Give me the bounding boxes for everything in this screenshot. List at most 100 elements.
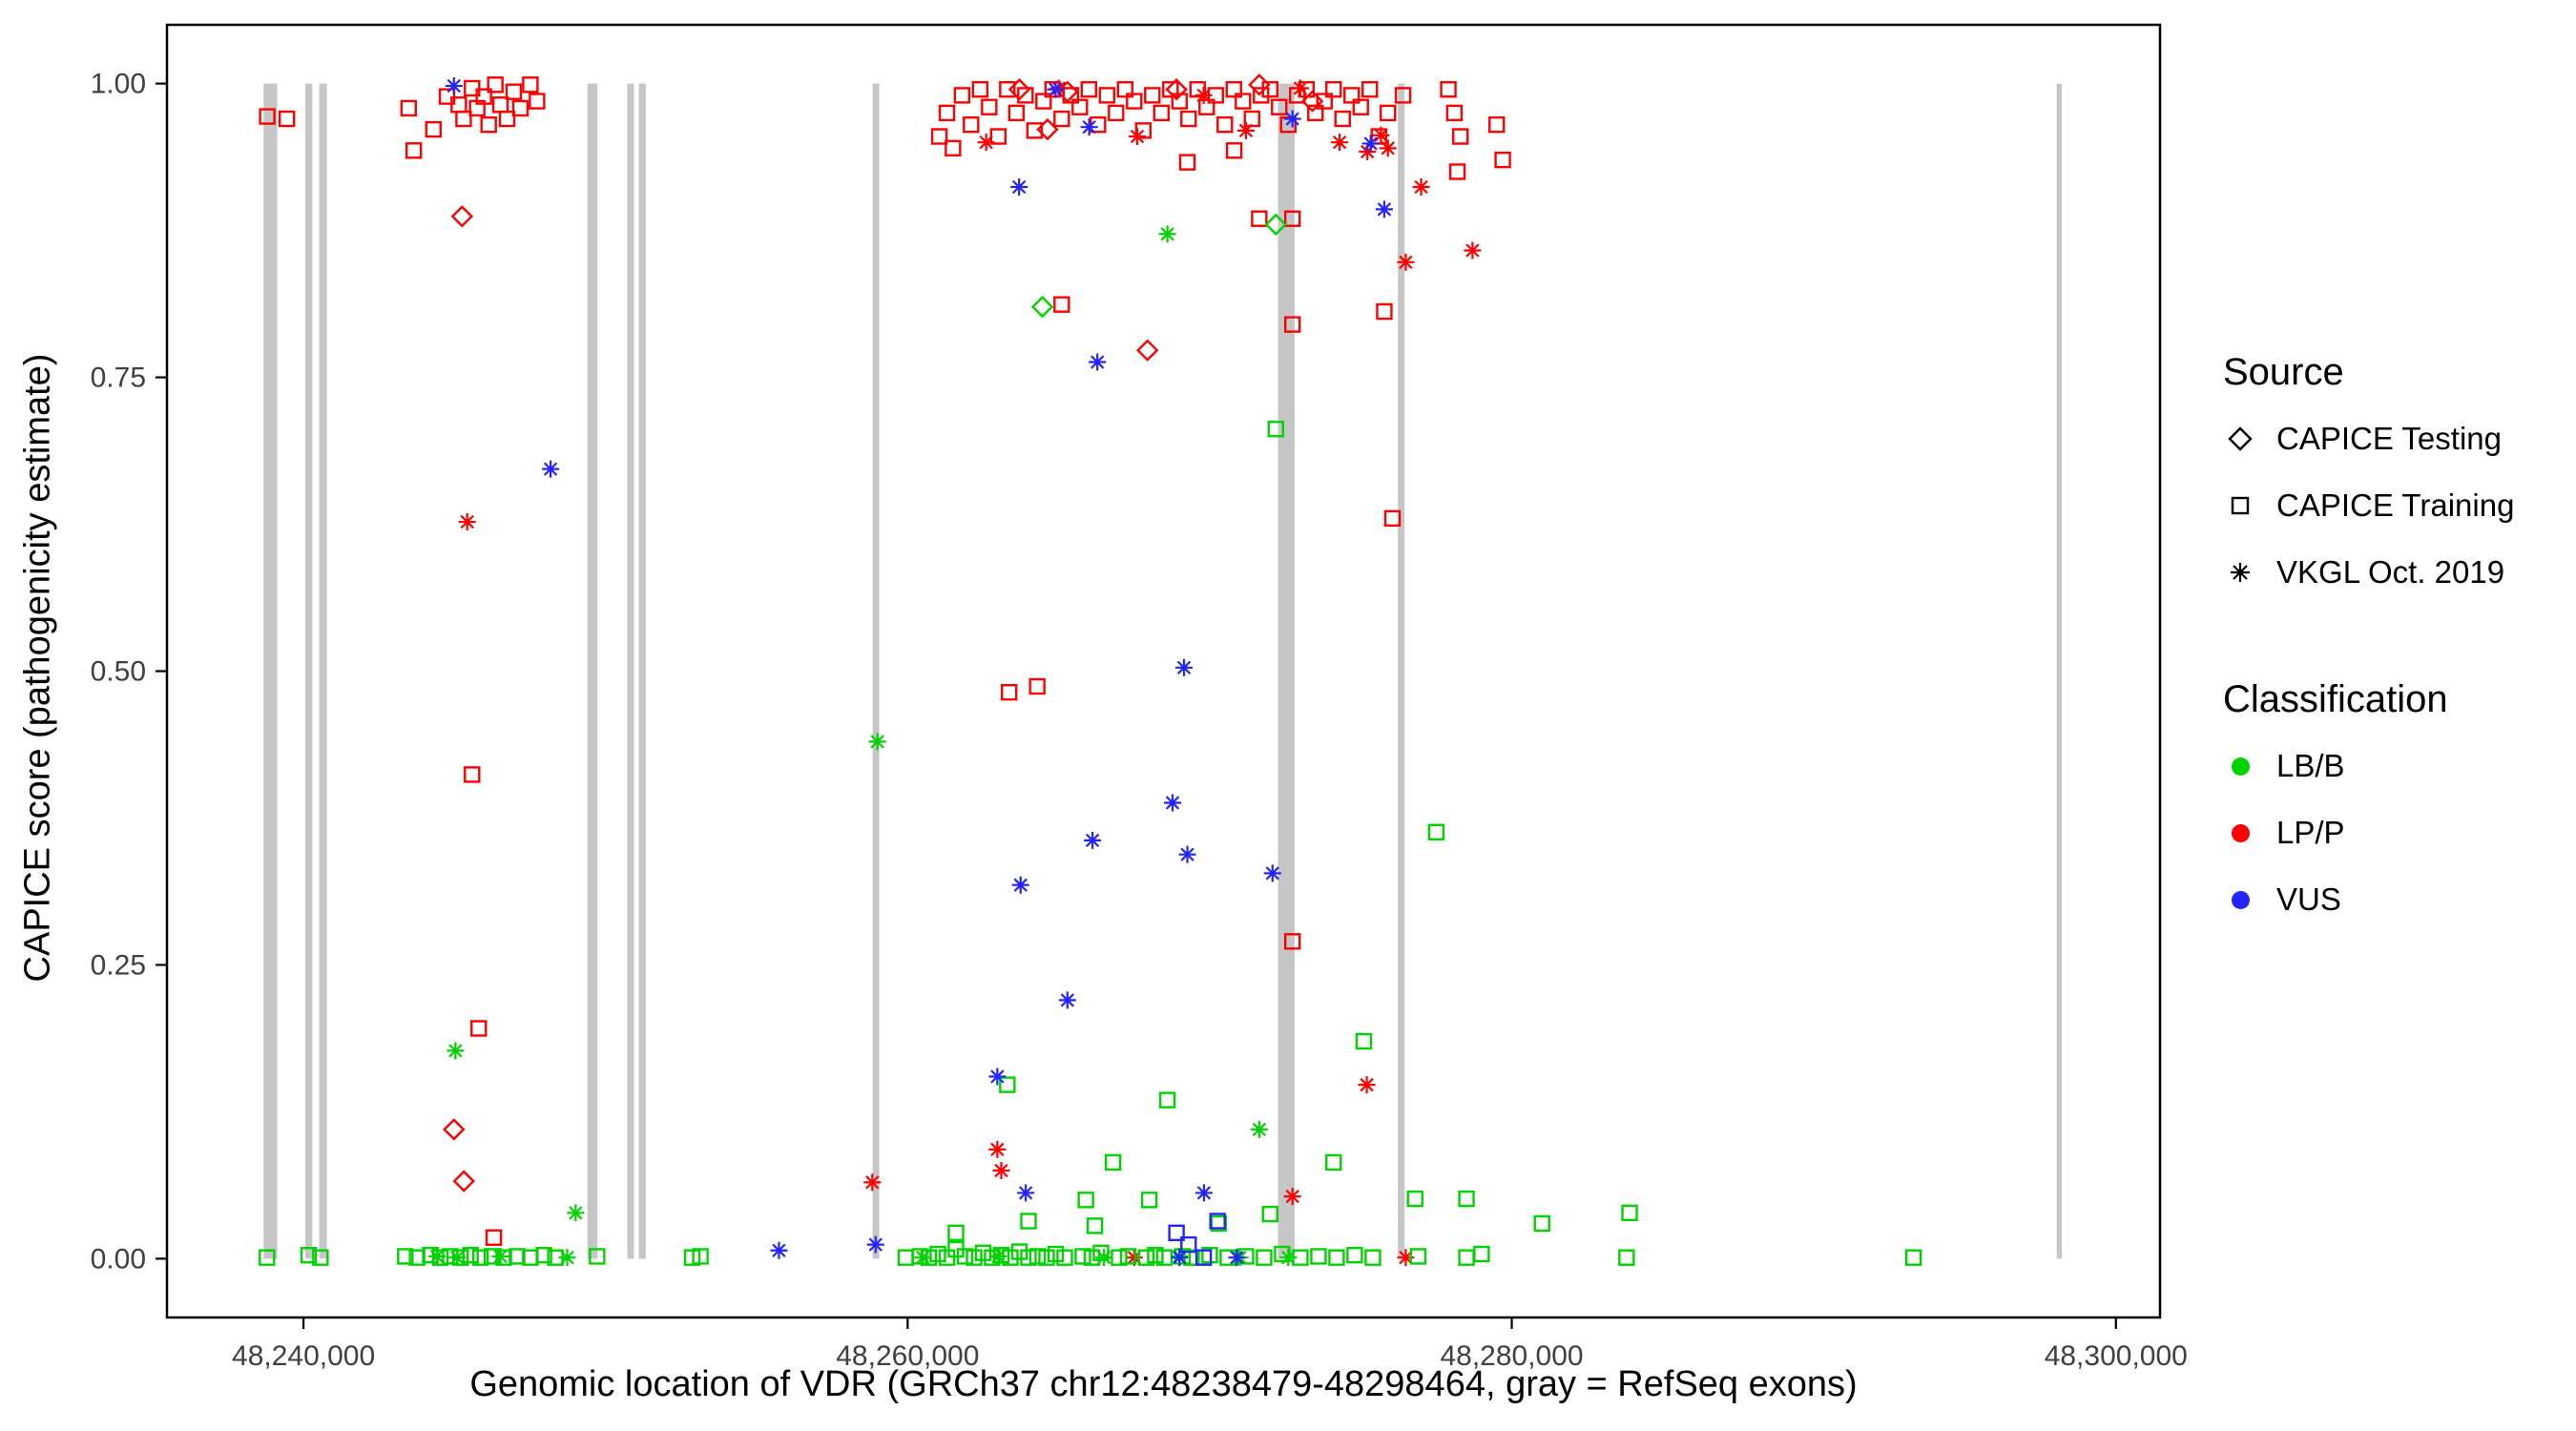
x-tick-label: 48,240,000 — [232, 1340, 375, 1372]
data-point — [963, 116, 980, 134]
data-point — [1008, 78, 1031, 101]
data-point — [1017, 1184, 1035, 1202]
exon-bar — [1278, 83, 1295, 1259]
data-point — [1195, 1249, 1213, 1266]
x-tick-label: 48,260,000 — [836, 1340, 979, 1372]
data-point — [1283, 110, 1301, 128]
data-point — [977, 134, 995, 152]
legend-label-capice-testing: CAPICE Testing — [2276, 421, 2502, 456]
exon-bar — [2056, 83, 2063, 1259]
data-point — [462, 1247, 479, 1264]
data-point — [1334, 110, 1351, 128]
data-point — [929, 1245, 946, 1263]
legend-item-lbb: LB/B — [2223, 748, 2566, 784]
data-point — [1089, 353, 1107, 371]
data-point — [1198, 98, 1215, 115]
data-point — [1116, 81, 1133, 98]
data-point — [1251, 210, 1268, 227]
data-point — [1189, 81, 1206, 98]
data-point — [938, 104, 956, 122]
data-point — [1084, 831, 1102, 849]
data-point — [1292, 1249, 1309, 1266]
data-point — [1071, 98, 1089, 115]
data-point — [1049, 79, 1068, 97]
data-point — [981, 98, 998, 115]
data-point — [558, 1249, 576, 1267]
data-point — [1427, 823, 1445, 840]
data-point — [1134, 122, 1152, 139]
data-point — [1279, 116, 1297, 134]
exon-bar — [319, 83, 327, 1259]
exon-bar — [627, 83, 634, 1259]
data-point — [535, 1247, 552, 1264]
data-point — [953, 87, 971, 104]
data-point — [1440, 81, 1457, 98]
data-point — [1017, 87, 1034, 104]
data-point — [1352, 98, 1369, 115]
data-point — [866, 1235, 884, 1254]
data-point — [992, 1162, 1010, 1180]
data-point — [1473, 1245, 1490, 1263]
lbb-color-dot-icon — [2223, 749, 2257, 783]
data-point — [770, 1241, 788, 1259]
x-tick-label: 48,300,000 — [2045, 1340, 2188, 1372]
data-point — [1394, 87, 1412, 104]
data-point — [1445, 104, 1464, 122]
data-point — [1361, 135, 1380, 153]
data-point — [992, 1247, 1010, 1264]
data-point — [1140, 1192, 1158, 1209]
data-point — [1209, 1213, 1226, 1230]
data-point — [1098, 87, 1115, 104]
y-tick-label: 1.00 — [91, 69, 146, 100]
lpp-color-dot-icon — [2223, 816, 2257, 850]
data-point — [1058, 991, 1076, 1009]
data-point — [1038, 1249, 1055, 1266]
data-point — [1074, 1248, 1091, 1265]
data-point — [455, 110, 472, 128]
data-point — [1011, 876, 1029, 894]
legend-label-capice-training: CAPICE Training — [2276, 487, 2515, 523]
data-point — [1086, 1217, 1104, 1234]
exon-bar — [1398, 83, 1405, 1259]
legend-title-classification: Classification — [2223, 678, 2448, 720]
data-point — [988, 1068, 1007, 1086]
data-point — [1325, 1153, 1342, 1172]
data-point — [1171, 93, 1188, 110]
data-point — [1128, 128, 1146, 146]
data-point — [1095, 1249, 1113, 1267]
data-point — [1144, 87, 1161, 104]
data-point — [1164, 794, 1181, 812]
y-tick-label: 0.25 — [91, 949, 146, 981]
data-point — [930, 128, 948, 145]
legend-group-classification: Classification LB/B LP/P VUS — [2223, 678, 2566, 918]
data-point — [966, 1249, 983, 1266]
data-point — [450, 205, 474, 228]
data-point — [1397, 253, 1415, 271]
vus-color-dot-icon — [2223, 882, 2257, 917]
data-point — [1010, 177, 1028, 196]
data-point — [971, 81, 989, 98]
data-point — [945, 139, 962, 157]
legend-label-vkgl: VKGL Oct. 2019 — [2276, 554, 2505, 590]
data-point — [1080, 81, 1097, 98]
data-point — [1236, 121, 1255, 139]
data-point — [1010, 1243, 1028, 1260]
data-point — [1180, 110, 1197, 128]
data-point — [442, 1248, 459, 1265]
legend: Source CAPICE Testing CAPICE Training VK… — [2223, 351, 2566, 948]
data-point — [1283, 1188, 1301, 1206]
data-point — [1062, 87, 1080, 104]
data-point — [1178, 845, 1196, 863]
data-point — [397, 1248, 414, 1265]
data-point — [1092, 1244, 1110, 1261]
data-point — [1001, 683, 1018, 701]
x-axis-title: Genomic location of VDR (GRCh37 chr12:48… — [469, 1364, 1858, 1404]
data-point — [312, 1249, 329, 1266]
exon-bar — [638, 83, 646, 1259]
data-point — [1002, 1249, 1019, 1266]
x-tick-label: 48,280,000 — [1440, 1340, 1583, 1372]
data-point — [1256, 1249, 1273, 1266]
data-point — [1316, 93, 1333, 110]
legend-item-vkgl: VKGL Oct. 2019 — [2223, 554, 2566, 591]
